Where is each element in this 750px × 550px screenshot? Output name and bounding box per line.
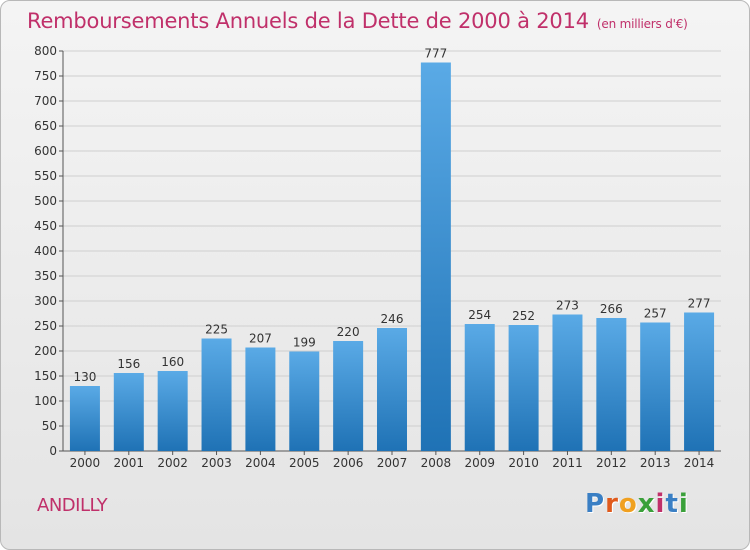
bar-2009 (464, 324, 495, 451)
data-label: 225 (205, 323, 228, 337)
x-tick-label: 2009 (464, 456, 495, 470)
x-tick-label: 2012 (596, 456, 627, 470)
proxiti-logo[interactable]: Proxiti (585, 489, 689, 519)
bar-2004 (245, 347, 276, 451)
data-label: 207 (249, 332, 272, 346)
y-tick-label: 800 (34, 44, 57, 58)
data-label: 273 (556, 299, 579, 313)
bar-2011 (552, 314, 583, 451)
bar-2001 (113, 373, 144, 451)
data-label: 199 (293, 336, 316, 350)
y-tick-label: 550 (34, 169, 57, 183)
bar-2002 (157, 371, 188, 451)
data-label: 257 (644, 307, 667, 321)
x-tick-label: 2004 (245, 456, 276, 470)
bar-2003 (201, 338, 232, 451)
x-tick-label: 2000 (70, 456, 101, 470)
data-label: 252 (512, 309, 535, 323)
y-tick-label: 700 (34, 94, 57, 108)
logo-letter: o (618, 489, 638, 519)
x-tick-label: 2001 (114, 456, 145, 470)
y-tick-labels: 0 50 100 150 200 250 300 350 400 450 500 550 600 650 7… (34, 44, 63, 458)
chart-title-text: Remboursements Annuels de la Dette de 20… (27, 9, 589, 33)
x-tick-label: 2003 (201, 456, 232, 470)
bar-2007 (377, 328, 407, 451)
x-tick-label: 2002 (157, 456, 188, 470)
data-label: 246 (381, 312, 404, 326)
bar-2005 (289, 351, 320, 451)
y-tick-label: 150 (34, 369, 57, 383)
data-label: 156 (117, 357, 140, 371)
data-labels: 130 156 160 225 207 199 220 246 777 254 252 273 266 2… (73, 47, 710, 385)
logo-letter: x (637, 489, 656, 519)
bar-2014 (684, 312, 715, 451)
chart-title: Remboursements Annuels de la Dette de 20… (27, 9, 688, 33)
bar-2010 (508, 325, 539, 451)
x-tick-label: 2013 (640, 456, 671, 470)
y-tick-label: 300 (34, 294, 57, 308)
data-label: 130 (73, 370, 96, 384)
logo-letter: P (585, 489, 606, 519)
bar-2013 (640, 322, 671, 451)
logo-letter: r (605, 489, 619, 519)
y-tick-label: 450 (34, 219, 57, 233)
y-tick-label: 600 (34, 144, 57, 158)
y-tick-label: 50 (42, 419, 57, 433)
logo-letter: t (665, 489, 679, 519)
data-label: 160 (161, 355, 184, 369)
x-tick-label: 2014 (684, 456, 715, 470)
x-tick-label: 2006 (333, 456, 364, 470)
logo-letter: i (655, 489, 666, 519)
logo-letter: i (678, 489, 689, 519)
y-tick-label: 400 (34, 244, 57, 258)
bars (69, 62, 715, 451)
data-label: 254 (468, 308, 491, 322)
y-tick-label: 750 (34, 69, 57, 83)
data-label: 220 (337, 325, 360, 339)
x-tick-label: 2008 (421, 456, 452, 470)
bar-2012 (596, 318, 627, 451)
x-tick-label: 2005 (289, 456, 320, 470)
y-tick-label: 650 (34, 119, 57, 133)
bar-2006 (333, 341, 364, 451)
y-tick-label: 100 (34, 394, 57, 408)
y-tick-label: 350 (34, 269, 57, 283)
data-label: 777 (424, 47, 447, 61)
data-label: 266 (600, 302, 623, 316)
y-tick-label: 200 (34, 344, 57, 358)
y-tick-label: 0 (49, 444, 57, 458)
bar-2000 (69, 386, 100, 451)
chart-unit: (en milliers d'€) (596, 17, 688, 31)
x-tick-label: 2011 (552, 456, 583, 470)
y-tick-label: 250 (34, 319, 57, 333)
data-label: 277 (688, 297, 711, 311)
x-tick-label: 2007 (377, 456, 408, 470)
y-tick-label: 500 (34, 194, 57, 208)
commune-name: ANDILLY (37, 495, 108, 516)
bar-2008 (420, 62, 451, 451)
x-tick-label: 2010 (508, 456, 539, 470)
x-tick-labels: 2000 2001 2002 2003 2004 2005 2006 2007 2008 2009… (70, 451, 715, 470)
